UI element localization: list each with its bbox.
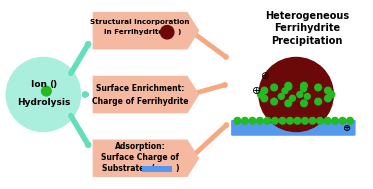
Ellipse shape <box>315 98 322 105</box>
Text: Precipitation: Precipitation <box>272 36 343 46</box>
Ellipse shape <box>317 117 323 124</box>
Text: Ferrihydrite: Ferrihydrite <box>274 23 340 33</box>
Ellipse shape <box>259 57 333 132</box>
Ellipse shape <box>332 117 338 124</box>
Text: ⊕: ⊕ <box>260 71 269 81</box>
Ellipse shape <box>304 93 310 99</box>
Ellipse shape <box>6 57 81 132</box>
Ellipse shape <box>325 95 331 102</box>
Ellipse shape <box>285 82 292 89</box>
Ellipse shape <box>294 117 301 124</box>
Ellipse shape <box>302 117 308 124</box>
Ellipse shape <box>282 88 288 94</box>
Text: Structural Incorporation: Structural Incorporation <box>90 19 190 25</box>
Ellipse shape <box>160 26 174 39</box>
Ellipse shape <box>301 82 307 89</box>
Text: Heterogeneous: Heterogeneous <box>265 11 350 21</box>
Ellipse shape <box>257 91 264 98</box>
Text: Substrates (: Substrates ( <box>103 164 156 173</box>
Text: ): ) <box>175 164 179 173</box>
Ellipse shape <box>272 117 278 124</box>
FancyBboxPatch shape <box>231 120 355 136</box>
Ellipse shape <box>261 87 268 94</box>
Text: in Ferrihydrite (: in Ferrihydrite ( <box>104 29 169 35</box>
Text: Adsorption:: Adsorption: <box>115 142 165 151</box>
Ellipse shape <box>328 91 335 98</box>
Text: Surface Enrichment:: Surface Enrichment: <box>96 84 184 93</box>
Polygon shape <box>93 139 199 177</box>
Ellipse shape <box>279 117 286 124</box>
Text: ⊕: ⊕ <box>342 123 350 133</box>
Ellipse shape <box>325 87 331 94</box>
Ellipse shape <box>271 84 278 91</box>
Text: ⊕: ⊕ <box>253 86 262 96</box>
Ellipse shape <box>242 117 248 124</box>
Ellipse shape <box>315 84 322 91</box>
Ellipse shape <box>264 117 271 124</box>
Ellipse shape <box>301 86 307 92</box>
Ellipse shape <box>297 91 303 98</box>
Ellipse shape <box>347 117 353 124</box>
Text: Surface Charge of: Surface Charge of <box>101 153 179 162</box>
Ellipse shape <box>339 117 346 124</box>
Ellipse shape <box>324 117 331 124</box>
Ellipse shape <box>261 95 268 102</box>
Ellipse shape <box>286 117 293 124</box>
Ellipse shape <box>301 100 307 107</box>
Ellipse shape <box>257 117 263 124</box>
Text: ): ) <box>178 29 181 35</box>
Polygon shape <box>93 12 199 50</box>
Ellipse shape <box>278 93 284 99</box>
Text: Hydrolysis: Hydrolysis <box>17 98 70 107</box>
Ellipse shape <box>41 86 51 96</box>
Ellipse shape <box>309 117 316 124</box>
Ellipse shape <box>286 84 292 90</box>
Text: Charge of Ferrihydrite: Charge of Ferrihydrite <box>92 97 188 106</box>
Ellipse shape <box>289 95 295 101</box>
Polygon shape <box>93 76 199 113</box>
Ellipse shape <box>249 117 256 124</box>
Ellipse shape <box>271 98 278 105</box>
Ellipse shape <box>285 100 292 107</box>
Text: ): ) <box>53 80 57 89</box>
Ellipse shape <box>234 117 241 124</box>
FancyBboxPatch shape <box>142 166 172 172</box>
Text: Ion (: Ion ( <box>31 80 54 89</box>
